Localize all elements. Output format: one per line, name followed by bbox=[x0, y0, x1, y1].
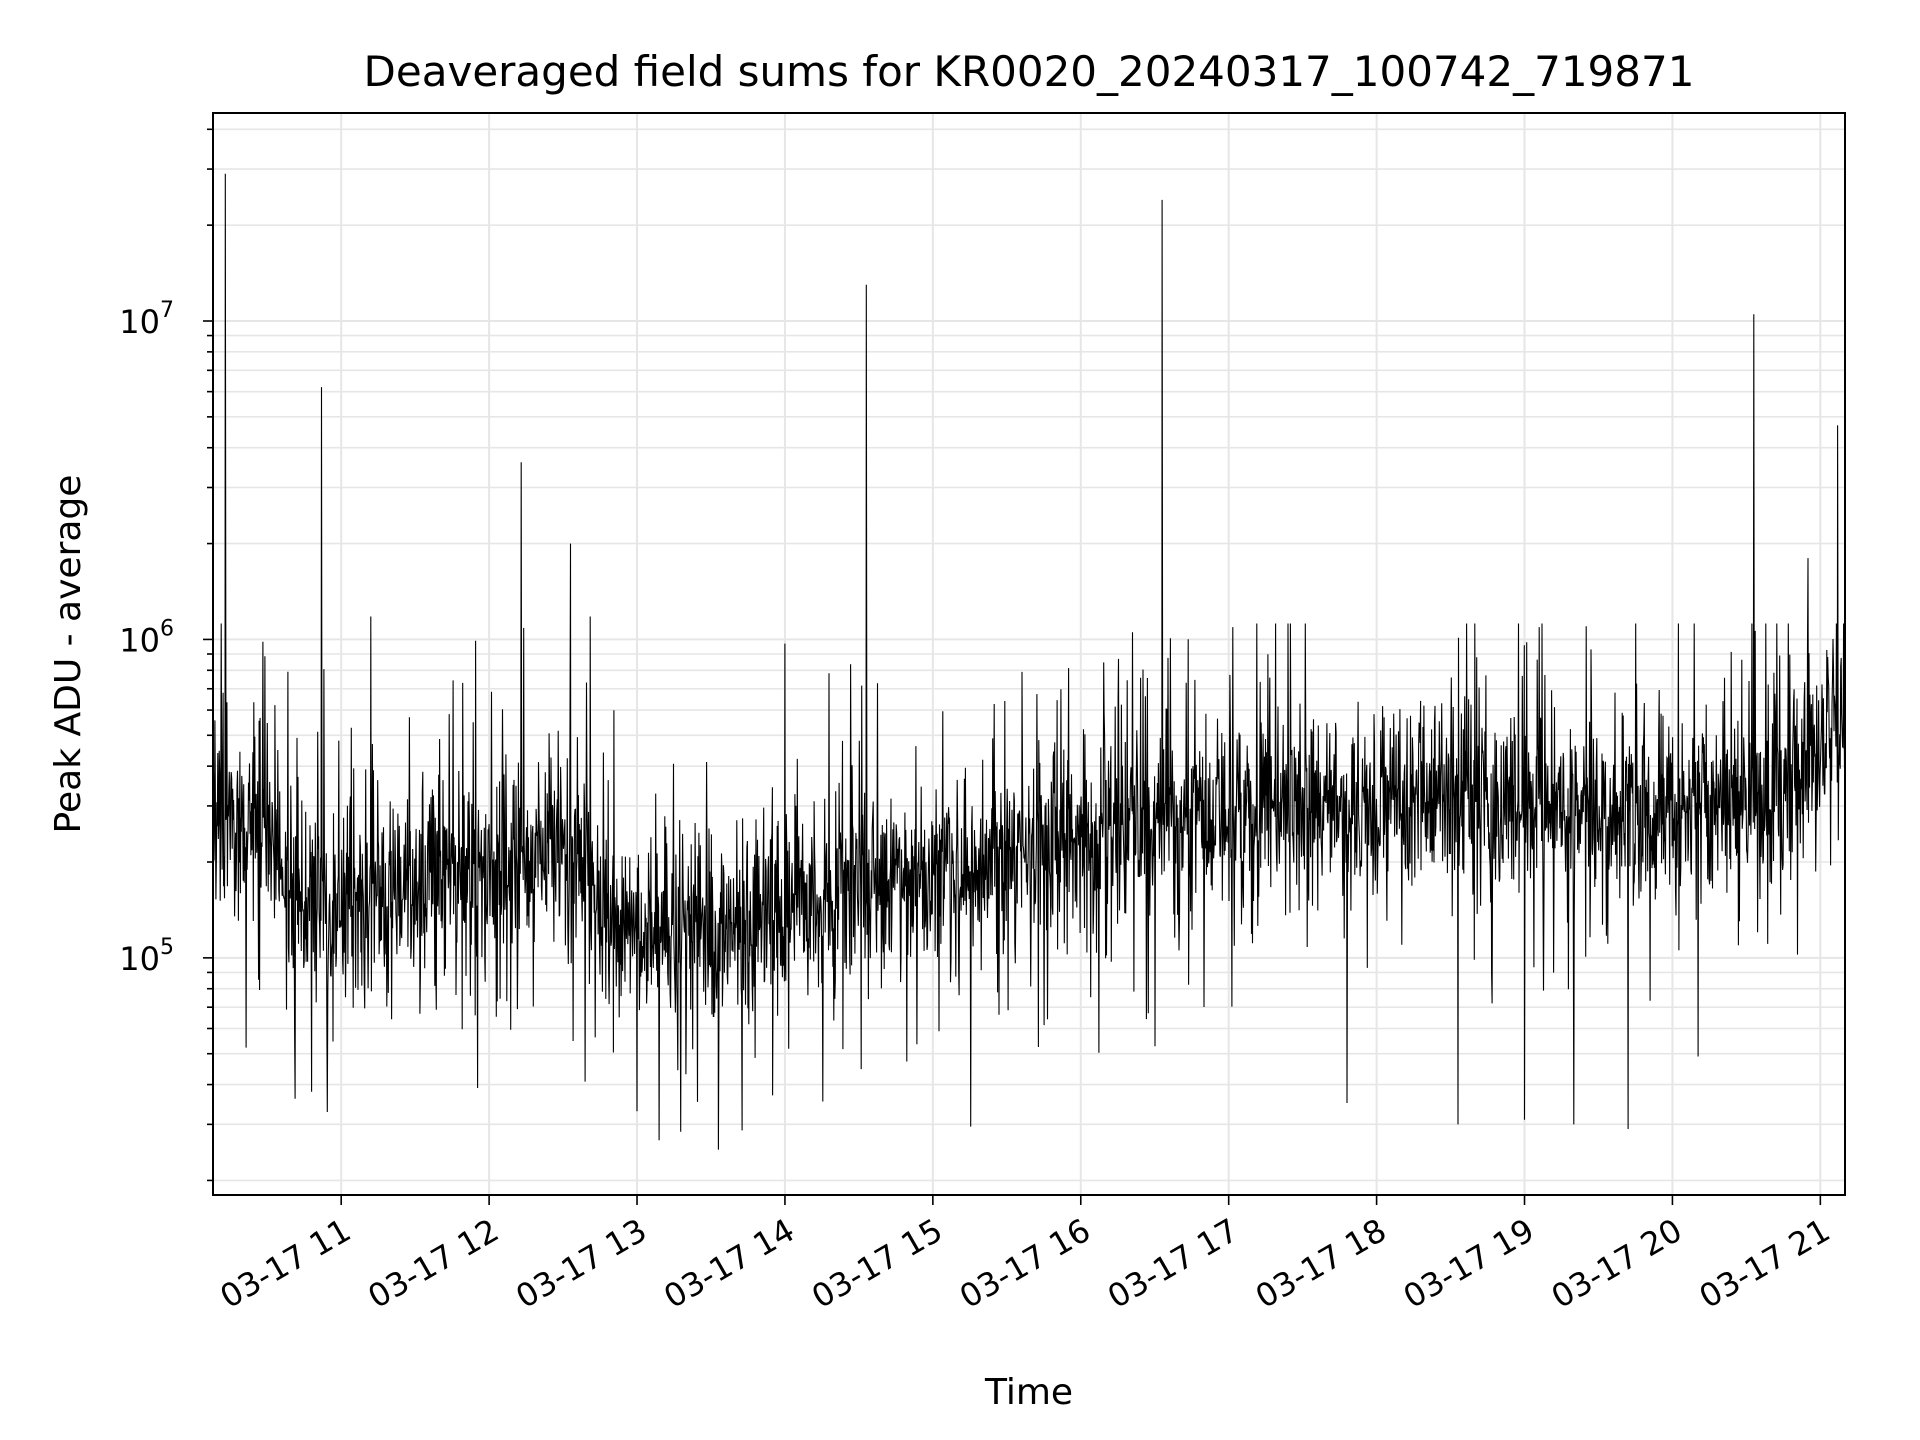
y-tick-label: 105 bbox=[119, 935, 174, 978]
series-path bbox=[212, 173, 1846, 1150]
series-line bbox=[212, 173, 1846, 1150]
y-tick-label: 107 bbox=[119, 298, 174, 341]
chart-title: Deaveraged field sums for KR0020_2024031… bbox=[364, 47, 1695, 96]
y-tick-label: 106 bbox=[119, 616, 174, 659]
y-axis-title: Peak ADU - average bbox=[48, 475, 89, 834]
y-axis: 105 106 107 bbox=[119, 128, 213, 1182]
x-axis-title: Time bbox=[984, 1372, 1073, 1413]
